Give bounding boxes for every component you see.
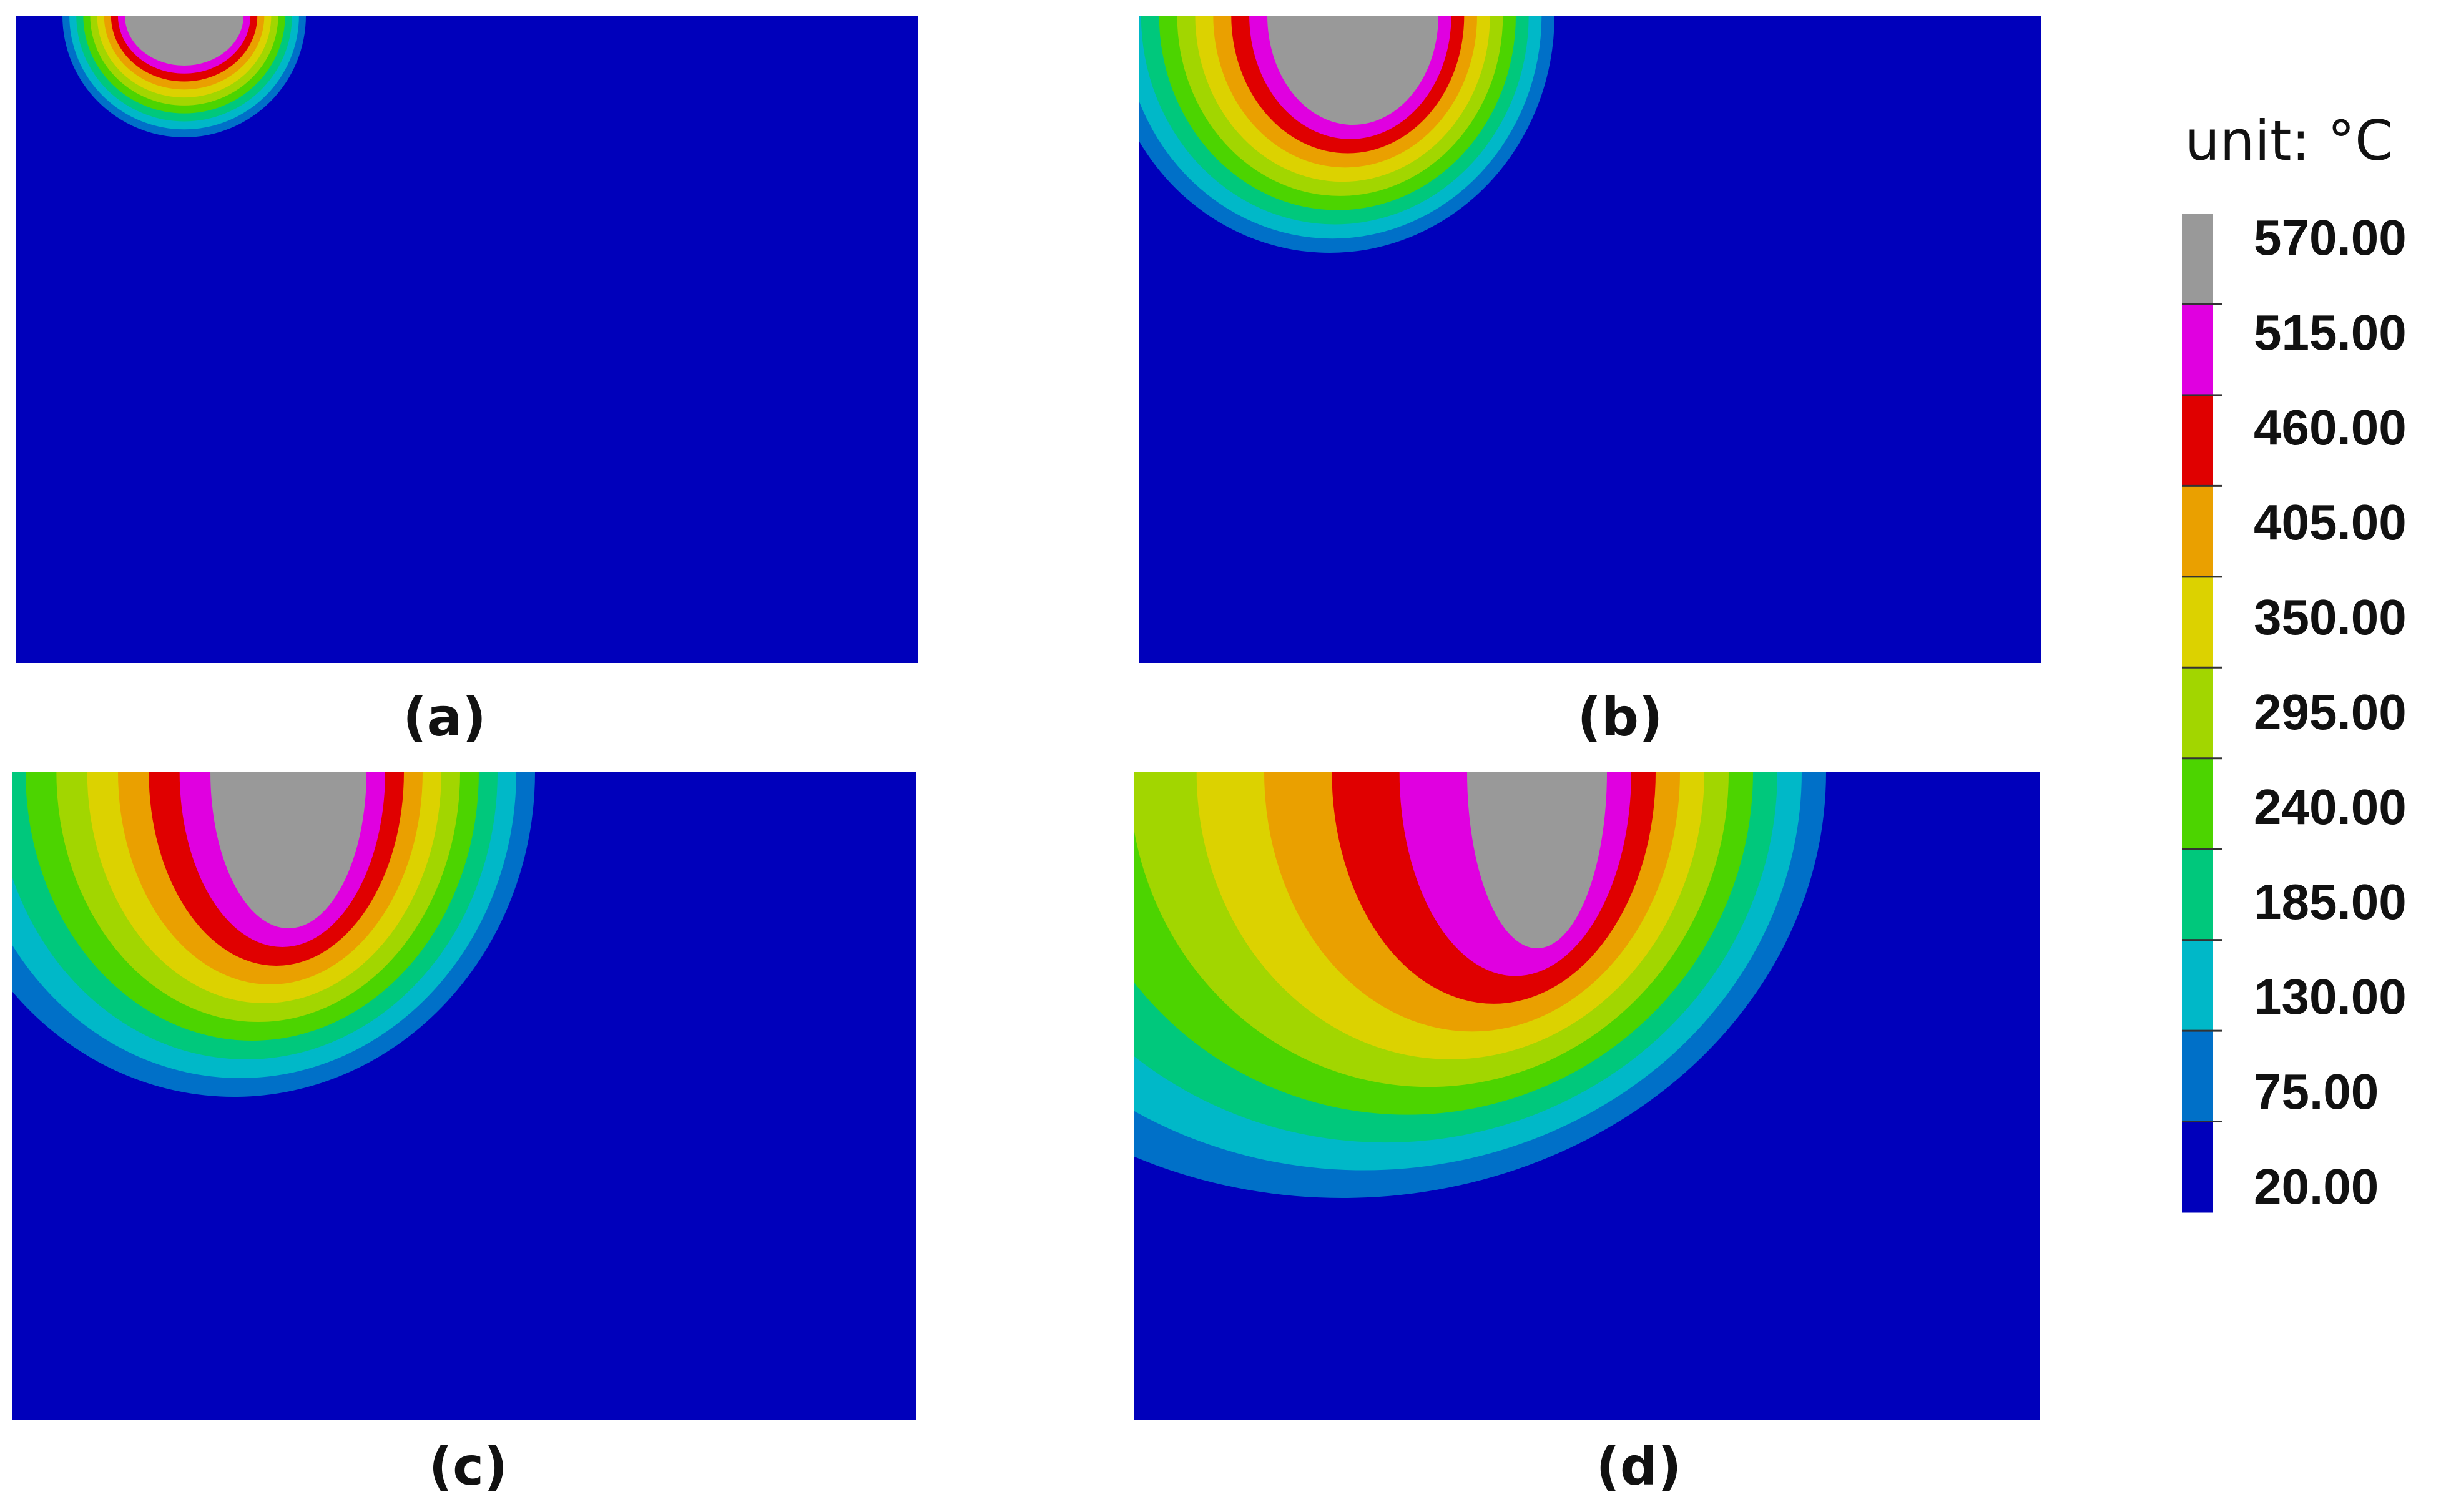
legend-swatch <box>2182 1121 2213 1213</box>
panel-label: (a) <box>403 687 486 748</box>
legend-label: 350.00 <box>2254 589 2407 645</box>
legend-swatch <box>2182 486 2213 577</box>
legend-swatch <box>2182 576 2213 668</box>
legend-label: 20.00 <box>2254 1159 2379 1214</box>
contour-band <box>1267 16 1438 125</box>
contour-panel <box>1134 772 2040 1420</box>
legend-swatch <box>2182 849 2213 941</box>
legend-swatch <box>2182 1031 2213 1122</box>
legend-title: unit: °C <box>2185 109 2394 173</box>
legend-swatch <box>2182 395 2213 486</box>
legend-swatch <box>2182 667 2213 759</box>
legend-label: 130.00 <box>2254 969 2407 1024</box>
legend-label: 460.00 <box>2254 400 2407 455</box>
panel-label: (c) <box>429 1436 508 1497</box>
legend-label: 75.00 <box>2254 1064 2379 1119</box>
contour-panel <box>12 772 916 1420</box>
panel-label: (d) <box>1596 1436 1682 1497</box>
legend-swatch <box>2182 214 2213 305</box>
legend-label: 185.00 <box>2254 874 2407 930</box>
legend-swatch <box>2182 304 2213 396</box>
contour-band <box>1467 772 1607 948</box>
legend-label: 240.00 <box>2254 779 2407 835</box>
legend-swatch <box>2182 758 2213 850</box>
contour-panel <box>1139 16 2041 663</box>
legend-label: 570.00 <box>2254 210 2407 265</box>
panel-label: (b) <box>1578 687 1663 748</box>
contour-band <box>210 772 366 928</box>
legend-label: 515.00 <box>2254 305 2407 360</box>
legend-label: 405.00 <box>2254 494 2407 550</box>
contour-panel <box>16 16 918 663</box>
legend-label: 295.00 <box>2254 684 2407 740</box>
legend-swatch <box>2182 940 2213 1031</box>
contour-band <box>125 16 243 66</box>
